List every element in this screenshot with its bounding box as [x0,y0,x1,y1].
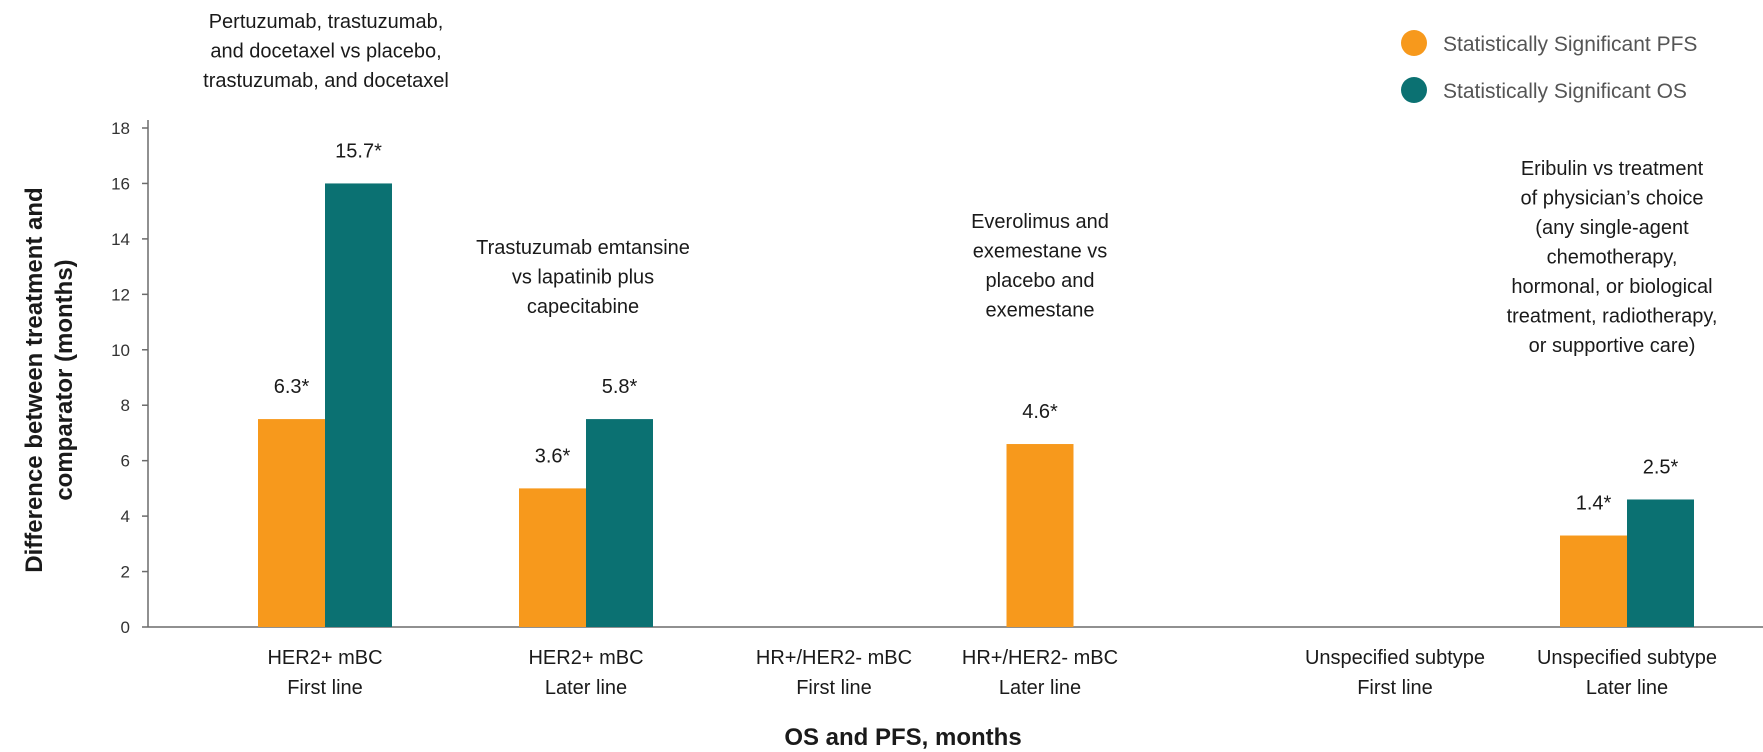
axes: 0 2 4 6 8 10 12 14 16 18 Difference between treatm… [21,119,1763,699]
legend: Statistically Significant PFS Statistical… [1401,30,1697,103]
bar-os [1627,499,1694,627]
bar-pfs [1006,444,1074,627]
bar-os [325,183,392,627]
bar-pfs [1560,535,1627,627]
y-tick-label: 18 [111,119,130,138]
x-category-label: HER2+ mBC First line [267,647,382,699]
bar-os [586,419,653,627]
data-label: 1.4* [1576,493,1612,515]
x-category-label: HER2+ mBC Later line [528,647,643,699]
x-category-label: Unspecified subtype Later line [1537,647,1717,699]
y-tick-label: 2 [121,563,130,582]
y-tick-label: 8 [121,396,130,415]
x-category-label: HR+/HER2- mBC First line [756,647,912,699]
legend-marker [1401,30,1427,56]
data-label: 5.8* [602,376,638,398]
y-tick-label: 0 [121,618,130,637]
x-category-label: Unspecified subtype First line [1305,647,1485,699]
annotation: Trastuzumab emtansine vs lapatinib plus ca… [476,237,690,318]
y-axis-title: Difference between treatment and comparat… [21,187,78,572]
y-tick-label: 16 [111,174,130,193]
bar-pfs [258,419,325,627]
legend-label: Statistically Significant PFS [1443,33,1697,56]
y-tick-label: 4 [121,507,130,526]
data-label: 4.6* [1022,401,1058,423]
y-tick-label: 6 [121,452,130,471]
y-tick-label: 10 [111,341,130,360]
annotation: Pertuzumab, trastuzumab, and docetaxel vs… [203,11,449,92]
labels: 6.3* 15.7* 3.6* 5.8* 4.6* 1.4* 2.5* Pertuzumab,… [203,11,1717,515]
data-label: 6.3* [274,376,310,398]
data-label: 3.6* [535,445,571,467]
x-category-label: HR+/HER2- mBC Later line [962,647,1118,699]
y-tick-label: 14 [111,230,130,249]
x-axis-title: OS and PFS, months [784,724,1021,751]
data-label: 15.7* [335,140,382,162]
annotation: Everolimus and exemestane vs placebo and ex… [971,211,1109,322]
legend-marker [1401,77,1427,103]
annotation: Eribulin vs treatment of physician’s choi… [1507,158,1718,357]
y-tick-label: 12 [111,285,130,304]
bars [258,183,1694,627]
legend-label: Statistically Significant OS [1443,80,1687,103]
bar-pfs [519,488,586,627]
data-label: 2.5* [1643,456,1679,478]
